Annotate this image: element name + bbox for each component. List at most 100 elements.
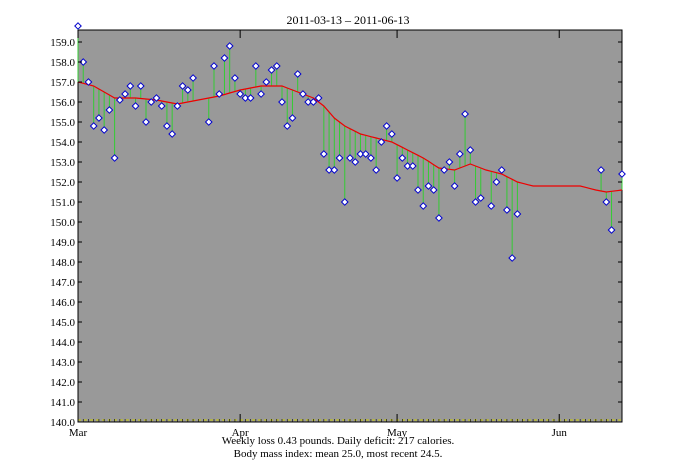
weight-marker <box>387 130 396 138</box>
weight-marker <box>110 154 119 162</box>
weight-marker <box>231 74 239 82</box>
weight-marker <box>147 98 156 106</box>
y-tick-label: 157.0 <box>50 77 75 89</box>
weight-marker <box>398 154 407 162</box>
y-tick-label: 159.0 <box>50 37 75 49</box>
weight-marker <box>319 150 328 158</box>
plot-area <box>77 29 623 423</box>
weight-marker <box>330 166 339 174</box>
weight-marker <box>100 126 109 134</box>
weight-marker <box>367 154 375 162</box>
trend-line <box>77 81 623 193</box>
weight-marker <box>225 42 234 50</box>
weight-marker <box>168 130 177 138</box>
footer-line-1: Weekly loss 0.43 pounds. Daily deficit: … <box>222 435 455 447</box>
weight-marker <box>497 166 506 174</box>
weight-marker <box>309 98 318 106</box>
weight-marker <box>424 182 433 190</box>
weight-marker <box>121 90 129 98</box>
weight-marker <box>136 82 145 90</box>
weight-marker <box>152 94 161 102</box>
weight-marker <box>105 106 114 114</box>
weight-marker <box>283 122 292 130</box>
weight-marker <box>440 166 449 174</box>
weight-marker <box>74 22 82 30</box>
weight-marker <box>597 166 605 174</box>
weight-marker <box>262 78 271 86</box>
weight-marker <box>163 122 171 130</box>
weight-marker <box>272 62 281 70</box>
y-tick-label: 152.0 <box>50 177 75 189</box>
weight-marker <box>79 58 88 66</box>
weight-marker <box>618 170 626 178</box>
weight-marker <box>267 66 276 74</box>
x-tick-label: Apr <box>232 427 249 439</box>
weight-marker <box>215 90 224 98</box>
y-tick-label: 141.0 <box>50 397 75 409</box>
x-tick-label: Mar <box>69 427 88 439</box>
weight-marker <box>466 146 475 154</box>
y-tick-label: 143.0 <box>50 357 75 369</box>
y-tick-label: 158.0 <box>50 57 75 69</box>
weight-markers <box>74 22 626 262</box>
y-tick-label: 154.0 <box>50 137 75 149</box>
weight-marker <box>335 154 344 162</box>
weight-marker <box>204 118 213 126</box>
weight-marker <box>210 62 218 70</box>
y-tick-label: 142.0 <box>50 377 75 389</box>
weight-marker <box>157 102 166 110</box>
chart-title: 2011-03-13 – 2011-06-13 <box>286 13 409 27</box>
weight-marker <box>189 74 197 82</box>
weight-marker <box>142 118 150 126</box>
weight-marker <box>115 96 124 104</box>
y-tick-label: 140.0 <box>50 417 75 429</box>
y-tick-label: 150.0 <box>50 217 75 229</box>
weight-marker <box>278 98 286 106</box>
weight-marker <box>435 214 443 222</box>
weight-marker <box>414 186 422 194</box>
x-tick-label: Jun <box>552 427 568 439</box>
weight-marker <box>471 198 480 206</box>
weight-marker <box>372 166 381 174</box>
weight-marker <box>513 210 522 218</box>
weight-marker <box>492 178 501 186</box>
weight-marker <box>408 162 417 170</box>
weight-marker <box>304 98 313 106</box>
y-tick-label: 156.0 <box>50 97 75 109</box>
weight-marker <box>393 174 401 182</box>
weight-marker <box>126 82 135 90</box>
weight-marker <box>257 90 265 98</box>
weight-marker <box>251 62 260 70</box>
weight-marker <box>246 94 255 102</box>
weight-marker <box>503 206 511 214</box>
weight-marker <box>299 90 307 98</box>
weight-marker <box>508 254 517 262</box>
weight-marker <box>450 182 459 190</box>
weight-marker <box>241 94 250 102</box>
weight-marker <box>346 154 354 162</box>
weight-marker <box>487 202 496 210</box>
y-tick-label: 153.0 <box>50 157 75 169</box>
weight-marker <box>429 186 438 194</box>
weight-marker <box>455 150 464 158</box>
y-tick-label: 149.0 <box>50 237 75 249</box>
weight-marker <box>236 90 245 98</box>
y-tick-label: 148.0 <box>50 257 75 269</box>
x-axis: Mar Apr May Jun <box>69 30 623 439</box>
weight-marker <box>476 194 485 202</box>
weight-marker <box>220 54 229 62</box>
weight-marker <box>89 122 98 130</box>
y-tick-label: 146.0 <box>50 297 75 309</box>
x-tick-label: May <box>387 427 408 439</box>
weight-marker <box>461 110 469 118</box>
weight-marker <box>183 86 192 94</box>
weight-marker <box>173 102 182 110</box>
weight-marker <box>377 138 386 146</box>
weight-marker <box>351 158 360 166</box>
weight-marker <box>340 198 349 206</box>
weight-marker <box>293 70 302 78</box>
y-tick-label: 155.0 <box>50 117 75 129</box>
weight-marker <box>382 122 391 130</box>
weight-marker <box>361 150 370 158</box>
